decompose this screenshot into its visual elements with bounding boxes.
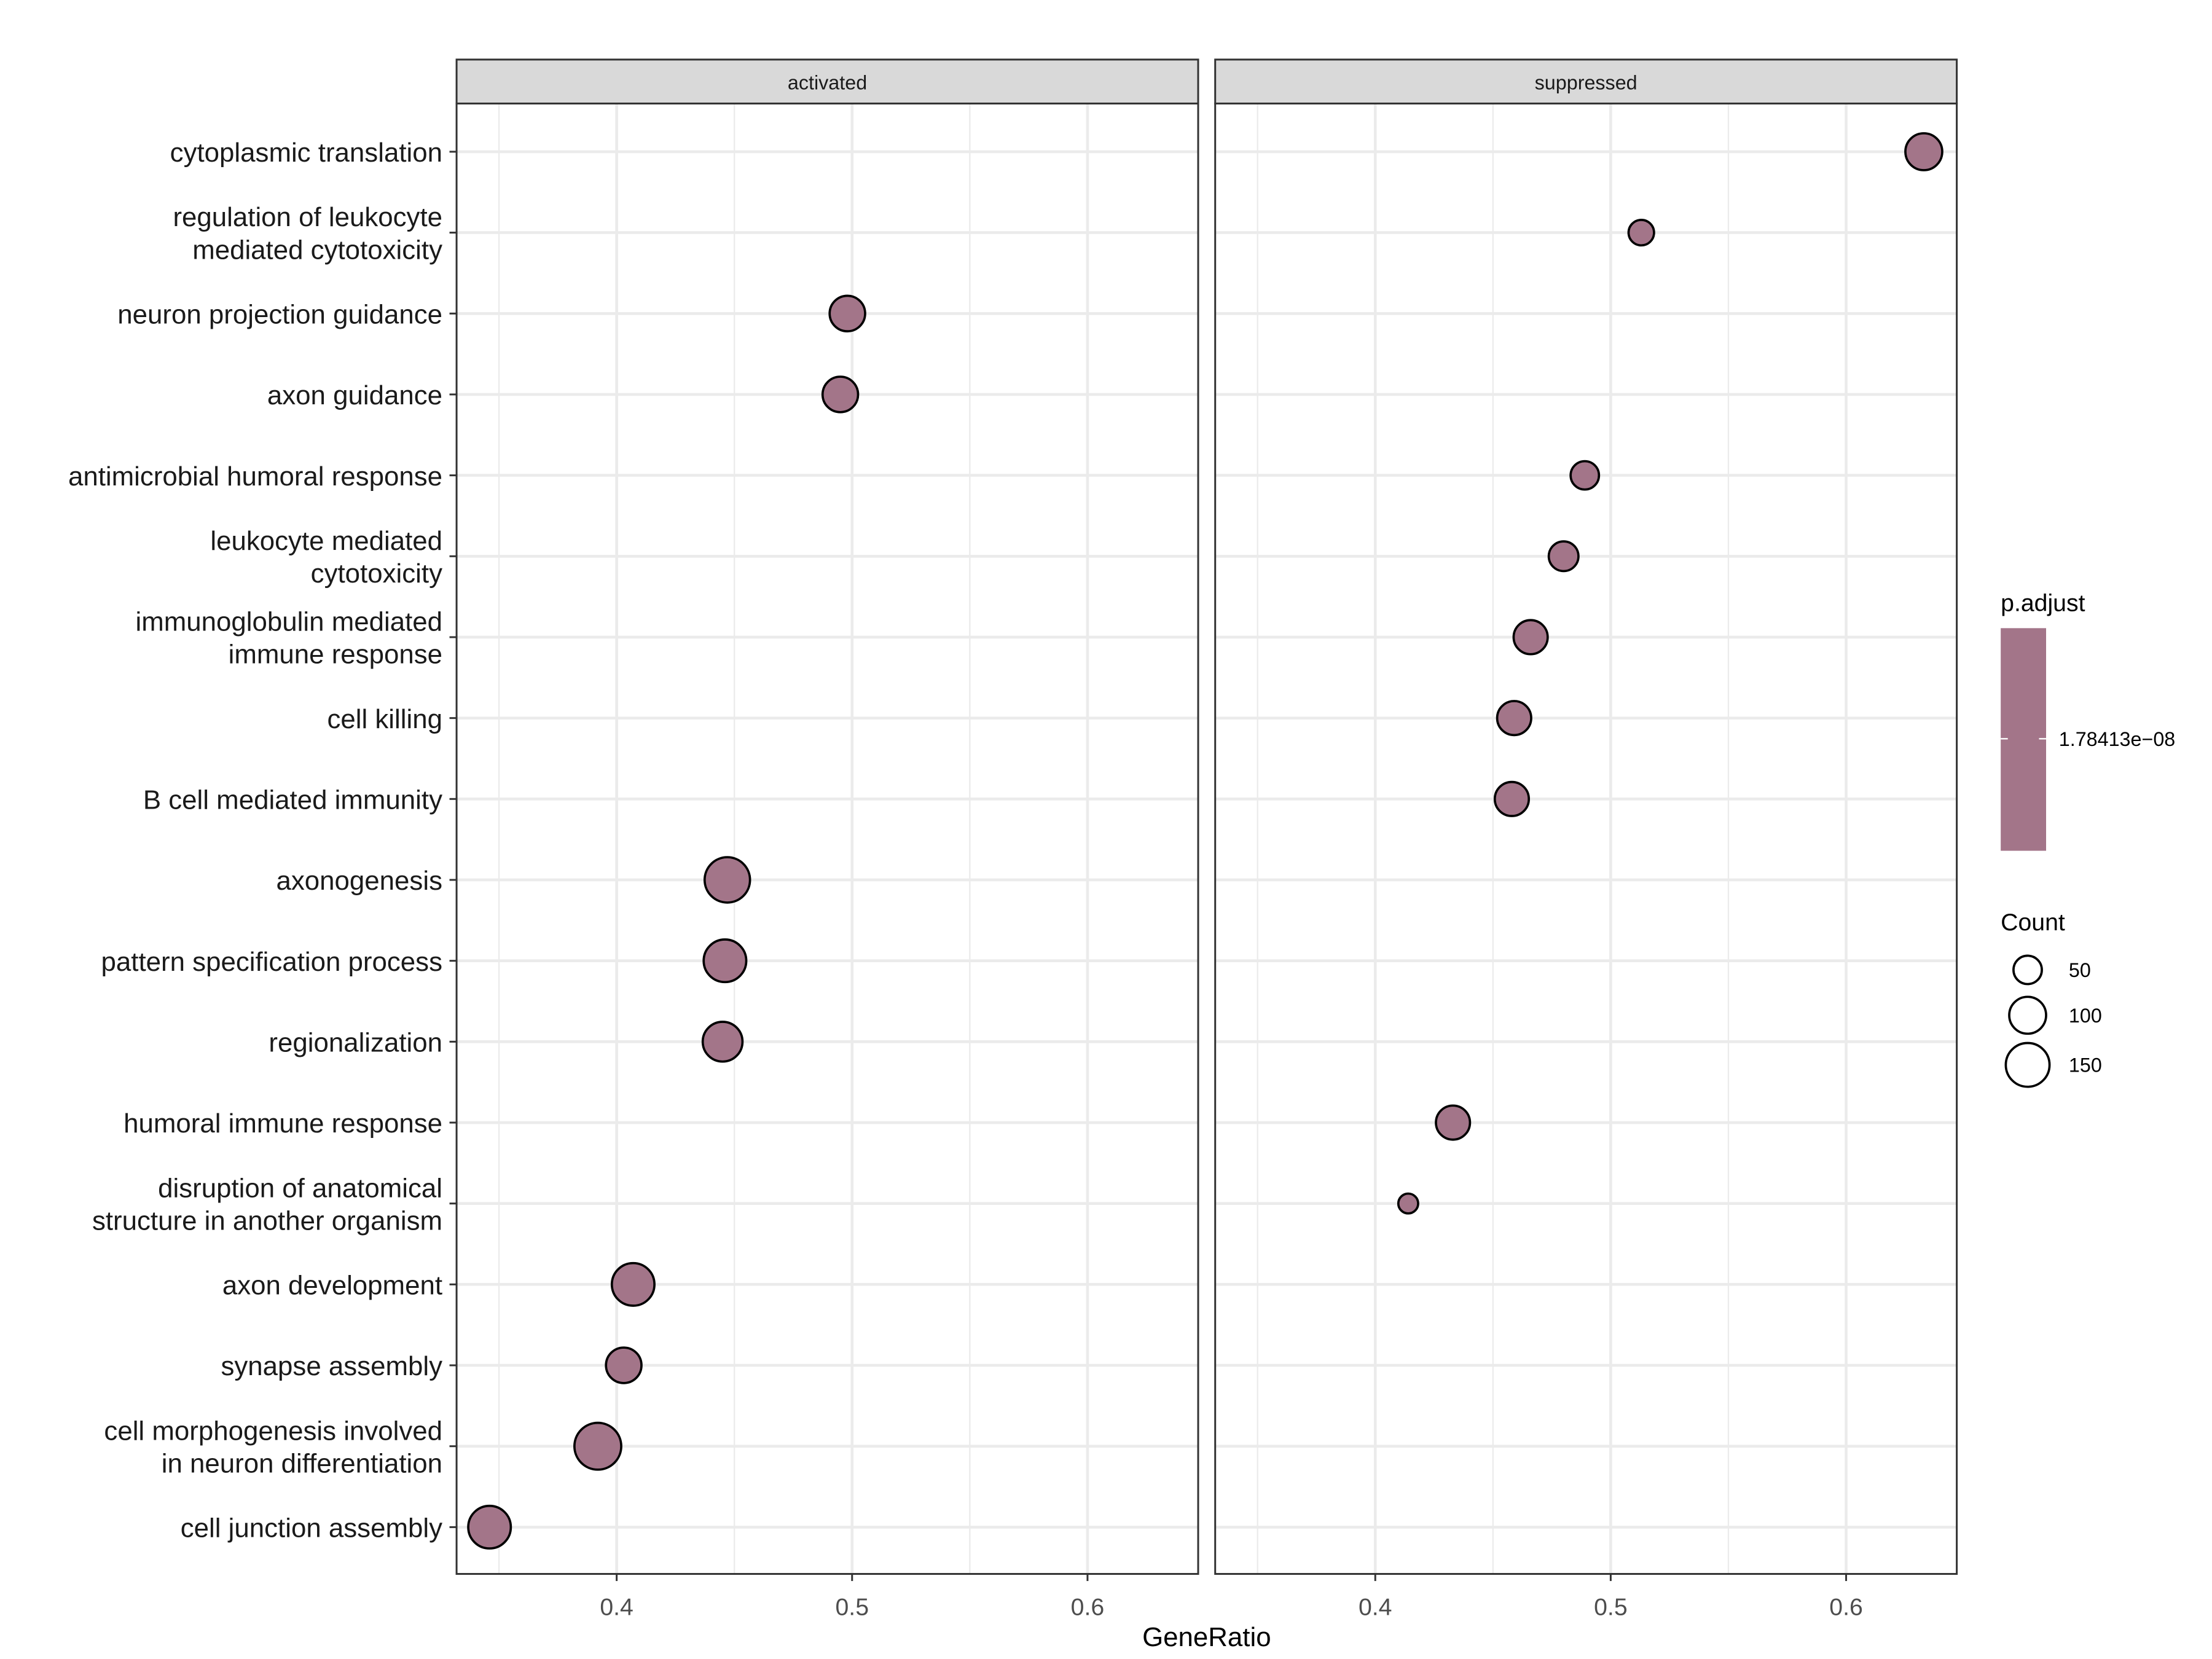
legend-size-key	[2012, 954, 2043, 986]
data-point	[702, 938, 748, 984]
legend-size-key	[2008, 995, 2047, 1035]
y-tick-label: regionalization	[269, 1027, 442, 1057]
y-tick-label: regulation of leukocyte mediated cytotoxi…	[173, 202, 442, 265]
facet-strip-activated	[455, 58, 1199, 104]
y-tick-label: axon development	[222, 1271, 442, 1301]
x-tick-label: 0.5	[1594, 1593, 1628, 1620]
panel-suppressed	[1215, 103, 1957, 1574]
x-tick-label: 0.5	[836, 1593, 869, 1620]
legend-color-label: 1.78413e−08	[2059, 728, 2176, 750]
x-tick-label: 0.4	[1359, 1593, 1392, 1620]
data-point	[1512, 619, 1549, 656]
legend-colorbar	[2001, 628, 2046, 851]
y-tick-label: leukocyte mediated cytotoxicity	[210, 526, 442, 589]
legend-size-label: 150	[2069, 1054, 2102, 1077]
y-tick-label: synapse assembly	[221, 1351, 442, 1381]
legend-size-label: 50	[2069, 959, 2091, 981]
y-tick-label: humoral immune response	[124, 1108, 442, 1139]
data-point	[605, 1346, 643, 1384]
legend-size-title: Count	[2001, 909, 2065, 936]
data-point	[1496, 700, 1532, 737]
y-tick-label: cell morphogenesis involved in neuron dif…	[104, 1416, 442, 1478]
legend-color-title: p.adjust	[2001, 590, 2085, 617]
y-tick-label: B cell mediated immunity	[143, 785, 442, 815]
x-tick-label: 0.6	[1071, 1593, 1105, 1620]
y-tick-label: axonogenesis	[276, 866, 442, 896]
data-point	[467, 1504, 512, 1550]
data-point	[1547, 540, 1580, 573]
panel-activated	[457, 103, 1198, 1574]
data-point	[821, 375, 860, 414]
data-point	[1435, 1104, 1472, 1141]
y-tick-label: cell junction assembly	[181, 1513, 442, 1543]
data-point	[1397, 1192, 1419, 1215]
facet-label: suppressed	[1535, 71, 1637, 93]
legend: p.adjust 1.78413e−08 Count 50 100 150	[2001, 590, 2176, 1088]
y-tick-label: axon guidance	[267, 380, 442, 410]
data-point	[573, 1421, 622, 1471]
data-point	[1569, 460, 1601, 491]
facet-strip-suppressed	[1214, 58, 1958, 104]
x-tick-label: 0.4	[600, 1593, 633, 1620]
facet-label: activated	[788, 71, 867, 93]
data-point	[701, 1021, 744, 1063]
y-tick-label: antimicrobial humoral response	[68, 461, 442, 492]
y-tick-label: pattern specification process	[101, 947, 442, 977]
x-axis-title: GeneRatio	[1142, 1622, 1271, 1652]
data-point	[703, 856, 751, 904]
data-point	[1904, 132, 1943, 171]
y-tick-label: neuron projection guidance	[117, 299, 442, 329]
y-tick-label: immunoglobulin mediated immune response	[136, 607, 442, 670]
data-point	[1627, 219, 1655, 247]
y-tick-label: disruption of anatomical structure in ano…	[92, 1173, 442, 1236]
data-point	[828, 294, 866, 332]
y-tick-label: cell killing	[327, 704, 442, 734]
data-point	[610, 1261, 656, 1307]
legend-size-key	[2004, 1041, 2051, 1088]
x-tick-label: 0.6	[1829, 1593, 1863, 1620]
y-tick-label: cytoplasmic translation	[170, 138, 442, 168]
data-point	[1493, 780, 1531, 817]
legend-size-label: 100	[2069, 1005, 2102, 1027]
